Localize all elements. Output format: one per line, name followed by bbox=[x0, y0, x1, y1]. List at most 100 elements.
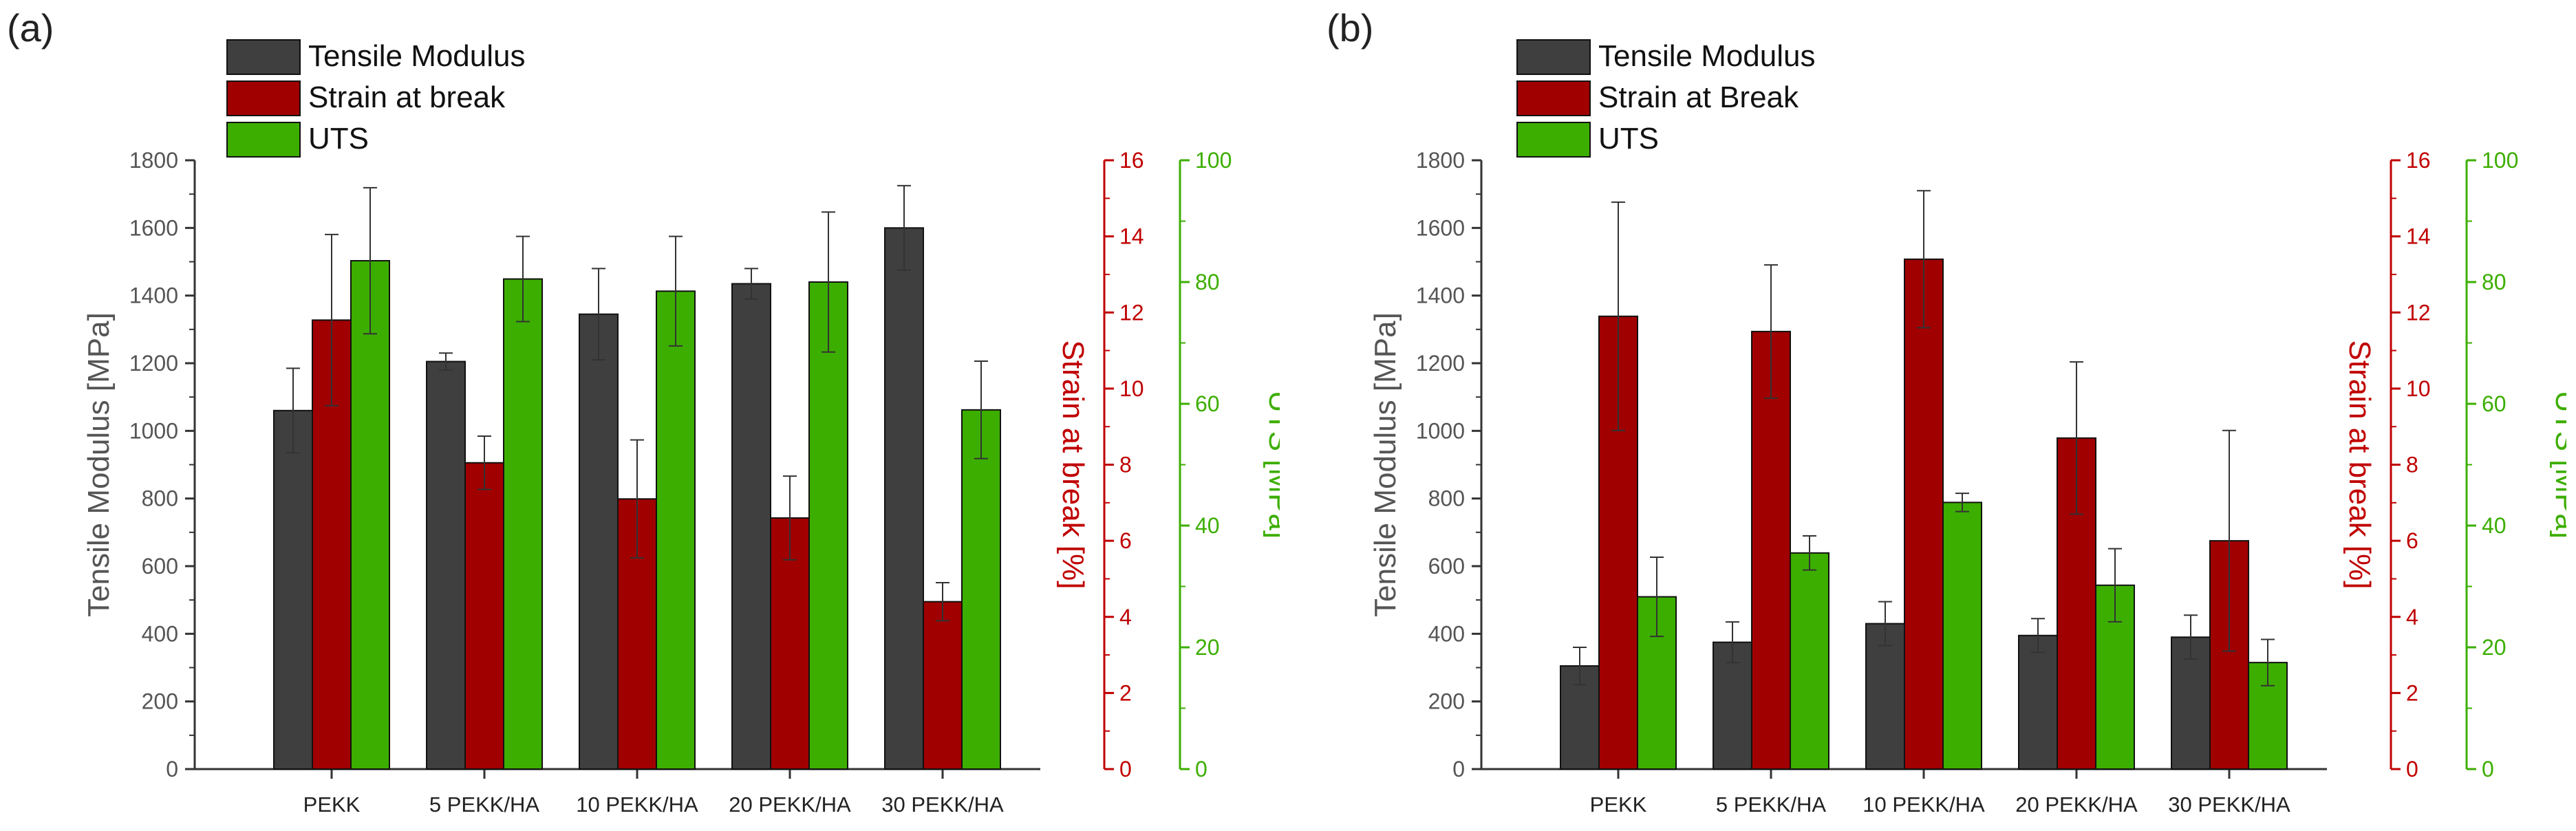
chart-b-bar-tensile-modulus bbox=[1865, 623, 1905, 770]
chart-b-right1-tick-label: 2 bbox=[2406, 680, 2418, 705]
chart-a-legend-swatch bbox=[226, 122, 301, 158]
chart-b-bar-uts bbox=[1790, 552, 1829, 770]
chart-b-legend-label: Tensile Modulus bbox=[1598, 39, 1816, 73]
chart-a-bar-uts bbox=[503, 278, 543, 770]
chart-a-bar-tensile-modulus bbox=[426, 360, 466, 770]
chart-a-bar-uts bbox=[656, 290, 696, 770]
chart-a-bar-tensile-modulus bbox=[273, 409, 313, 770]
chart-b-right1-tick-label: 12 bbox=[2406, 300, 2431, 325]
chart-b-left-tick-label: 1400 bbox=[1416, 283, 1465, 308]
chart-a-bar-tensile-modulus bbox=[731, 283, 771, 770]
chart-a-bar-strain-at-break bbox=[923, 601, 963, 770]
chart-panel-b: 020040060080010001200140016001800Tensile… bbox=[1368, 39, 2566, 817]
chart-b-right2-tick-label: 20 bbox=[2482, 635, 2507, 660]
chart-a-bar-strain-at-break bbox=[464, 462, 504, 770]
chart-b-right1-tick-label: 4 bbox=[2406, 605, 2418, 629]
chart-a-left-tick-label: 1400 bbox=[129, 283, 178, 308]
chart-b-left-tick-label: 200 bbox=[1428, 689, 1465, 714]
chart-a-right2-tick-label: 20 bbox=[1195, 635, 1220, 660]
chart-a-right1-tick-label: 6 bbox=[1119, 528, 1132, 553]
chart-b-bar-tensile-modulus bbox=[2018, 634, 2058, 770]
chart-a-right1-tick-label: 12 bbox=[1119, 300, 1144, 325]
chart-b-left-tick-label: 1800 bbox=[1416, 148, 1465, 173]
chart-a-left-tick-label: 0 bbox=[166, 757, 178, 781]
chart-a-legend-label: UTS bbox=[308, 122, 369, 155]
chart-a-left-tick-label: 1000 bbox=[129, 418, 178, 443]
chart-a-bar-uts bbox=[808, 281, 848, 770]
chart-b-left-tick-label: 1200 bbox=[1416, 351, 1465, 376]
chart-b-left-tick-label: 400 bbox=[1428, 621, 1465, 646]
chart-a-right1-tick-label: 8 bbox=[1119, 453, 1132, 477]
chart-a-bar-tensile-modulus bbox=[884, 227, 924, 770]
chart-b-right1-tick-label: 14 bbox=[2406, 224, 2431, 249]
chart-b-left-tick-label: 1600 bbox=[1416, 215, 1465, 240]
chart-b-left-tick-label: 600 bbox=[1428, 554, 1465, 579]
chart-b-left-tick-label: 1000 bbox=[1416, 418, 1465, 443]
chart-a-right1-tick-label: 4 bbox=[1119, 605, 1132, 629]
chart-a-right2-tick-label: 100 bbox=[1195, 148, 1232, 173]
chart-b-legend-swatch bbox=[1516, 80, 1591, 116]
chart-a-right1-tick-label: 10 bbox=[1119, 376, 1144, 401]
chart-b-bar-uts bbox=[1942, 501, 1982, 770]
chart-b-right1-tick-label: 16 bbox=[2406, 148, 2431, 173]
chart-b-left-axis-title: Tensile Modulus [MPa] bbox=[1368, 312, 1402, 617]
chart-a-legend-label: Tensile Modulus bbox=[308, 39, 526, 73]
chart-a-left-tick-label: 800 bbox=[142, 486, 178, 511]
chart-b-legend-label: UTS bbox=[1598, 122, 1659, 155]
chart-b-left-tick-label: 0 bbox=[1452, 757, 1465, 781]
chart-b-right2-tick-label: 60 bbox=[2482, 391, 2507, 416]
chart-panel-a: 020040060080010001200140016001800Tensile… bbox=[82, 39, 1280, 817]
chart-b-x-tick-label: 10 PEKK/HA bbox=[1863, 792, 1985, 817]
chart-b-right2-tick-label: 0 bbox=[2482, 757, 2494, 781]
chart-b-legend-swatch bbox=[1516, 39, 1591, 75]
chart-a-right1-tick-label: 14 bbox=[1119, 224, 1144, 249]
chart-b-x-tick-label: 20 PEKK/HA bbox=[2015, 792, 2138, 817]
chart-a-right2-tick-label: 40 bbox=[1195, 513, 1220, 538]
chart-a-right2-axis-title: UTS [MPa] bbox=[1263, 391, 1280, 539]
chart-b-x-tick-label: 5 PEKK/HA bbox=[1716, 792, 1827, 817]
chart-a-x-tick-label: PEKK bbox=[303, 792, 361, 817]
chart-b-right1-tick-label: 10 bbox=[2406, 376, 2431, 401]
chart-a-right2-tick-label: 80 bbox=[1195, 270, 1220, 294]
chart-b-right2-tick-label: 80 bbox=[2482, 270, 2507, 294]
chart-a-left-tick-label: 1600 bbox=[129, 215, 178, 240]
chart-a-left-tick-label: 1800 bbox=[129, 148, 178, 173]
chart-a-legend-label: Strain at break bbox=[308, 80, 506, 114]
chart-b-right2-tick-label: 100 bbox=[2482, 148, 2518, 173]
chart-a-right2-tick-label: 60 bbox=[1195, 391, 1220, 416]
chart-a-right2-tick-label: 0 bbox=[1195, 757, 1208, 781]
chart-a-bar-uts bbox=[961, 409, 1001, 770]
chart-b-bar-strain-at-break bbox=[1751, 330, 1791, 770]
chart-b-x-tick-label: 30 PEKK/HA bbox=[2168, 792, 2290, 817]
chart-a-right1-axis-title: Strain at break [%] bbox=[1056, 341, 1090, 590]
chart-a-left-axis-title: Tensile Modulus [MPa] bbox=[82, 312, 116, 617]
chart-a-x-tick-label: 30 PEKK/HA bbox=[881, 792, 1004, 817]
chart-a-left-tick-label: 200 bbox=[142, 689, 178, 714]
panel-label-b: (b) bbox=[1327, 6, 1374, 50]
chart-b-left-tick-label: 800 bbox=[1428, 486, 1465, 511]
chart-b-legend-label: Strain at Break bbox=[1598, 80, 1799, 114]
chart-b-right1-tick-label: 8 bbox=[2406, 453, 2418, 477]
chart-b-bar-strain-at-break bbox=[1904, 258, 1944, 770]
chart-b-right1-axis-title: Strain at break [%] bbox=[2343, 341, 2376, 590]
chart-b-right1-tick-label: 0 bbox=[2406, 757, 2418, 781]
chart-b-right1-tick-label: 6 bbox=[2406, 528, 2418, 553]
chart-a-x-tick-label: 10 PEKK/HA bbox=[576, 792, 698, 817]
chart-b-legend-swatch bbox=[1516, 122, 1591, 158]
chart-a-legend-swatch bbox=[226, 80, 301, 116]
chart-a-right1-tick-label: 0 bbox=[1119, 757, 1132, 781]
chart-a-x-tick-label: 20 PEKK/HA bbox=[729, 792, 851, 817]
chart-a-right1-tick-label: 2 bbox=[1119, 680, 1132, 705]
chart-a-x-tick-label: 5 PEKK/HA bbox=[429, 792, 540, 817]
chart-a-right1-tick-label: 16 bbox=[1119, 148, 1144, 173]
chart-a-legend-swatch bbox=[226, 39, 301, 75]
chart-a-left-tick-label: 600 bbox=[142, 554, 178, 579]
chart-a-left-tick-label: 1200 bbox=[129, 351, 178, 376]
chart-b-x-tick-label: PEKK bbox=[1590, 792, 1647, 817]
chart-a-left-tick-label: 400 bbox=[142, 621, 178, 646]
chart-a-bar-tensile-modulus bbox=[579, 313, 619, 770]
chart-a-bar-uts bbox=[350, 260, 390, 770]
chart-b-right2-tick-label: 40 bbox=[2482, 513, 2507, 538]
chart-b-right2-axis-title: UTS [MPa] bbox=[2549, 391, 2566, 539]
